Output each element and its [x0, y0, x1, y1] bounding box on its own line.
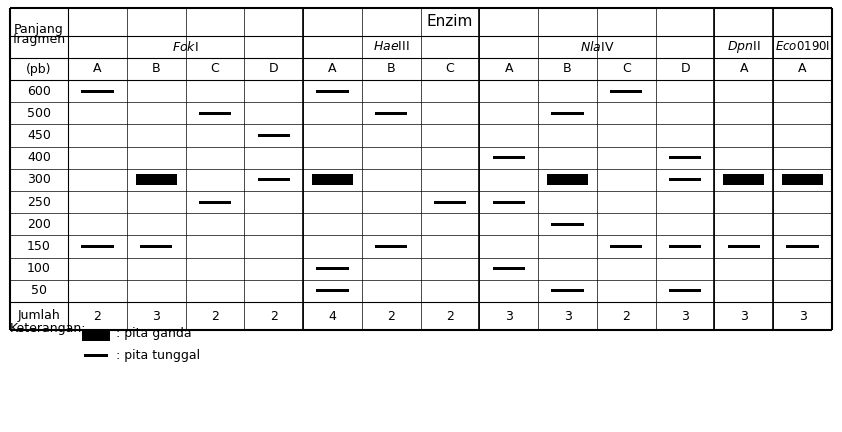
Bar — [136, 175, 177, 185]
Bar — [669, 245, 701, 248]
Text: $\mathit{Dpn}$II: $\mathit{Dpn}$II — [727, 39, 760, 55]
Bar — [547, 175, 588, 185]
Text: 3: 3 — [505, 309, 513, 323]
Text: 450: 450 — [27, 129, 51, 142]
Text: $\mathit{Fok}$I: $\mathit{Fok}$I — [173, 40, 199, 54]
Text: 250: 250 — [27, 196, 51, 209]
Text: A: A — [504, 63, 513, 76]
Bar — [552, 223, 584, 226]
Text: C: C — [622, 63, 631, 76]
Text: C: C — [445, 63, 455, 76]
Text: A: A — [328, 63, 337, 76]
Bar — [493, 267, 525, 270]
Text: Panjang: Panjang — [14, 22, 64, 35]
Text: Keterangan:: Keterangan: — [10, 322, 87, 335]
Text: $\mathit{Nla}$IV: $\mathit{Nla}$IV — [579, 40, 614, 54]
Bar — [140, 245, 173, 248]
Text: A: A — [798, 63, 807, 76]
Text: Jumlah: Jumlah — [18, 309, 61, 323]
Text: 3: 3 — [681, 309, 689, 323]
Text: A: A — [739, 63, 748, 76]
Bar — [199, 112, 231, 115]
Text: : pita tunggal: : pita tunggal — [116, 349, 200, 362]
Bar — [610, 90, 642, 92]
Text: fragmen: fragmen — [13, 32, 66, 45]
Text: B: B — [563, 63, 572, 76]
Bar — [258, 134, 290, 137]
Bar — [727, 245, 760, 248]
Text: 4: 4 — [328, 309, 337, 323]
Text: $\mathit{Eco}$0190I: $\mathit{Eco}$0190I — [775, 41, 830, 54]
Bar — [317, 90, 349, 92]
Bar — [782, 175, 823, 185]
Text: 300: 300 — [27, 173, 51, 186]
Text: 2: 2 — [387, 309, 395, 323]
Bar — [786, 245, 818, 248]
Bar — [375, 112, 408, 115]
Text: 2: 2 — [446, 309, 454, 323]
Bar — [317, 267, 349, 270]
Text: 600: 600 — [27, 85, 51, 98]
Text: 400: 400 — [27, 151, 51, 164]
Bar — [434, 200, 466, 203]
Text: 150: 150 — [27, 240, 51, 253]
Bar — [375, 245, 408, 248]
Text: 3: 3 — [740, 309, 748, 323]
Bar — [258, 178, 290, 181]
Text: 3: 3 — [799, 309, 807, 323]
Text: (pb): (pb) — [26, 63, 51, 76]
Bar — [493, 156, 525, 159]
Text: 200: 200 — [27, 218, 51, 231]
Bar — [84, 354, 108, 357]
Text: 3: 3 — [563, 309, 572, 323]
Bar — [317, 289, 349, 292]
Text: 500: 500 — [27, 107, 51, 120]
Text: Enzim: Enzim — [427, 15, 473, 29]
Text: 100: 100 — [27, 262, 51, 275]
Bar — [610, 245, 642, 248]
Text: : pita ganda: : pita ganda — [116, 327, 192, 340]
Bar — [669, 156, 701, 159]
Text: A: A — [93, 63, 102, 76]
Text: 50: 50 — [31, 284, 47, 297]
Bar — [552, 112, 584, 115]
Text: 3: 3 — [152, 309, 160, 323]
Bar — [493, 200, 525, 203]
Bar — [669, 178, 701, 181]
Text: B: B — [387, 63, 396, 76]
Text: D: D — [680, 63, 690, 76]
Text: C: C — [210, 63, 219, 76]
Bar — [81, 245, 114, 248]
Bar — [82, 329, 110, 341]
Bar — [81, 90, 114, 92]
Bar — [312, 175, 353, 185]
Bar — [552, 289, 584, 292]
Text: 2: 2 — [269, 309, 278, 323]
Bar — [723, 175, 765, 185]
Bar — [199, 200, 231, 203]
Text: 2: 2 — [93, 309, 101, 323]
Text: 2: 2 — [622, 309, 631, 323]
Text: $\mathit{Hae}$III: $\mathit{Hae}$III — [373, 41, 409, 54]
Text: D: D — [269, 63, 279, 76]
Text: 2: 2 — [211, 309, 219, 323]
Bar — [669, 289, 701, 292]
Text: B: B — [152, 63, 161, 76]
